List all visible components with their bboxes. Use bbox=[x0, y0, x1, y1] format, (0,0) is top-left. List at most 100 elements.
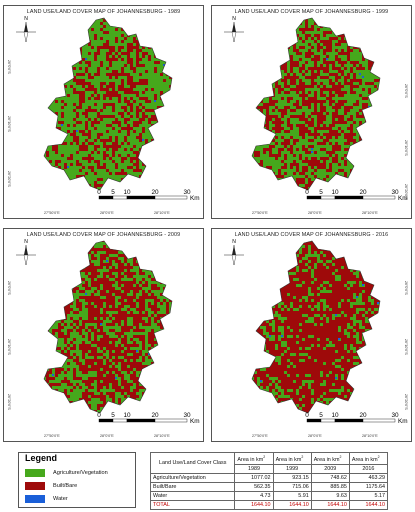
scale-tick-label: 5 bbox=[319, 189, 323, 196]
north-label: N bbox=[24, 16, 28, 22]
area-header-text: Area in km bbox=[237, 456, 264, 463]
cell: 463.29 bbox=[348, 472, 389, 483]
scale-tick-label: 0 bbox=[305, 412, 309, 419]
legend-item-built: Built/Bare bbox=[25, 482, 77, 490]
legend: Legend Agriculture/Vegetation Built/Bare… bbox=[18, 452, 136, 508]
scale-tick-label: 20 bbox=[151, 189, 159, 196]
municipal-boundary bbox=[251, 240, 381, 414]
scale-tick-label: 10 bbox=[331, 412, 339, 419]
table-row: Water 4.73 5.91 9.63 5.17 bbox=[149, 490, 389, 501]
cell: 9.63 bbox=[310, 490, 350, 501]
year-header: 2016 bbox=[348, 463, 389, 474]
lon-label: 28°10'0"E bbox=[154, 434, 170, 438]
legend-label: Water bbox=[53, 496, 68, 502]
map-panel-2009: LAND USE/LAND COVER MAP OF JOHANNESBURG … bbox=[3, 228, 204, 442]
land-cover-mosaic bbox=[44, 18, 172, 190]
map-panel-2016: LAND USE/LAND COVER MAP OF JOHANNESBURG … bbox=[211, 228, 412, 442]
scale-tick-label: 10 bbox=[123, 412, 131, 419]
scale-unit: Km bbox=[190, 195, 200, 202]
legend-item-agriculture: Agriculture/Vegetation bbox=[25, 469, 108, 477]
row-label: Agriculture/Vegetation bbox=[149, 472, 236, 483]
scale-tick-label: 20 bbox=[151, 412, 159, 419]
cell: 1175.64 bbox=[348, 481, 389, 492]
scale-tick-label: 5 bbox=[319, 412, 323, 419]
area-statistics-table: Land Use/Land Cover Class Area in km2 Ar… bbox=[149, 452, 389, 510]
lat-label: 26°20'0"S bbox=[404, 184, 408, 200]
area-header: Area in km2 bbox=[310, 452, 350, 465]
scale-tick-label: 30 bbox=[183, 412, 191, 419]
municipal-boundary bbox=[43, 240, 173, 414]
land-cover-mosaic bbox=[44, 241, 172, 413]
area-header-text: Area in km bbox=[275, 456, 302, 463]
scale-tick-label: 20 bbox=[359, 412, 367, 419]
scale-tick-label: 10 bbox=[331, 189, 339, 196]
land-cover-mosaic bbox=[252, 18, 380, 190]
lat-label: 26°20'0"S bbox=[7, 394, 11, 410]
cell: 715.06 bbox=[272, 481, 312, 492]
lon-label: 28°0'0"E bbox=[100, 434, 114, 438]
lon-label: 27°50'0"E bbox=[252, 211, 268, 215]
lat-label: 26°0'0"S bbox=[7, 60, 11, 74]
scale-tick-label: 20 bbox=[359, 189, 367, 196]
lon-label: 28°10'0"E bbox=[154, 211, 170, 215]
area-header-sup: 2 bbox=[377, 455, 380, 459]
lon-label: 27°50'0"E bbox=[44, 211, 60, 215]
lon-label: 28°0'0"E bbox=[308, 211, 322, 215]
lat-label: 26°0'0"S bbox=[404, 281, 408, 295]
scale-tick-label: 30 bbox=[183, 189, 191, 196]
cell: 4.73 bbox=[234, 490, 274, 501]
table-total-row: TOTAL 1644.10 1644.10 1644.10 1644.10 bbox=[149, 499, 389, 510]
legend-title: Legend bbox=[25, 453, 58, 463]
scale-tick-label: 5 bbox=[111, 412, 115, 419]
scale-tick-label: 0 bbox=[305, 189, 309, 196]
area-header: Area in km2 bbox=[234, 452, 274, 465]
cell: 1644.10 bbox=[348, 499, 389, 510]
area-header: Area in km2 bbox=[348, 452, 389, 465]
municipal-boundary bbox=[251, 17, 381, 191]
cell: 885.85 bbox=[310, 481, 350, 492]
municipal-boundary bbox=[43, 17, 173, 191]
cell: 748.62 bbox=[310, 472, 350, 483]
lon-label: 27°50'0"E bbox=[44, 434, 60, 438]
north-arrow-icon: N bbox=[16, 239, 36, 266]
land-cover-mosaic bbox=[252, 241, 380, 413]
north-label: N bbox=[232, 16, 236, 22]
area-header: Area in km2 bbox=[272, 452, 312, 465]
map-title: LAND USE/LAND COVER MAP OF JOHANNESBURG … bbox=[26, 9, 181, 15]
north-label: N bbox=[24, 239, 28, 245]
class-header: Land Use/Land Cover Class bbox=[149, 452, 236, 474]
cell: 1644.10 bbox=[310, 499, 350, 510]
lat-label: 26°10'0"S bbox=[404, 140, 408, 156]
map-panel-1989: LAND USE/LAND COVER MAP OF JOHANNESBURG … bbox=[3, 5, 204, 219]
lat-label: 26°10'0"S bbox=[404, 339, 408, 355]
lat-label: 26°10'0"S bbox=[7, 339, 11, 355]
area-header-text: Area in km bbox=[313, 456, 340, 463]
north-arrow-icon: N bbox=[224, 239, 244, 266]
lon-label: 28°10'0"E bbox=[362, 211, 378, 215]
year-header: 1999 bbox=[272, 463, 312, 474]
lon-label: 27°50'0"E bbox=[252, 434, 268, 438]
scale-tick-label: 0 bbox=[97, 412, 101, 419]
row-label: TOTAL bbox=[149, 499, 236, 510]
table-row: Built/Bare 562.35 715.06 885.85 1175.64 bbox=[149, 481, 389, 492]
area-header-sup: 2 bbox=[263, 455, 266, 459]
scale-tick-label: 5 bbox=[111, 189, 115, 196]
scale-tick-label: 0 bbox=[97, 189, 101, 196]
lon-label: 28°0'0"E bbox=[100, 211, 114, 215]
cell: 923.15 bbox=[272, 472, 312, 483]
cell: 1644.10 bbox=[272, 499, 312, 510]
scale-tick-label: 30 bbox=[391, 412, 399, 419]
cell: 1077.02 bbox=[234, 472, 274, 483]
north-arrow-icon: N bbox=[16, 16, 36, 43]
cell: 562.35 bbox=[234, 481, 274, 492]
scale-tick-label: 30 bbox=[391, 189, 399, 196]
cell: 5.91 bbox=[272, 490, 312, 501]
lon-label: 28°0'0"E bbox=[308, 434, 322, 438]
scale-unit: Km bbox=[190, 418, 200, 425]
lat-label: 26°0'0"S bbox=[404, 84, 408, 98]
